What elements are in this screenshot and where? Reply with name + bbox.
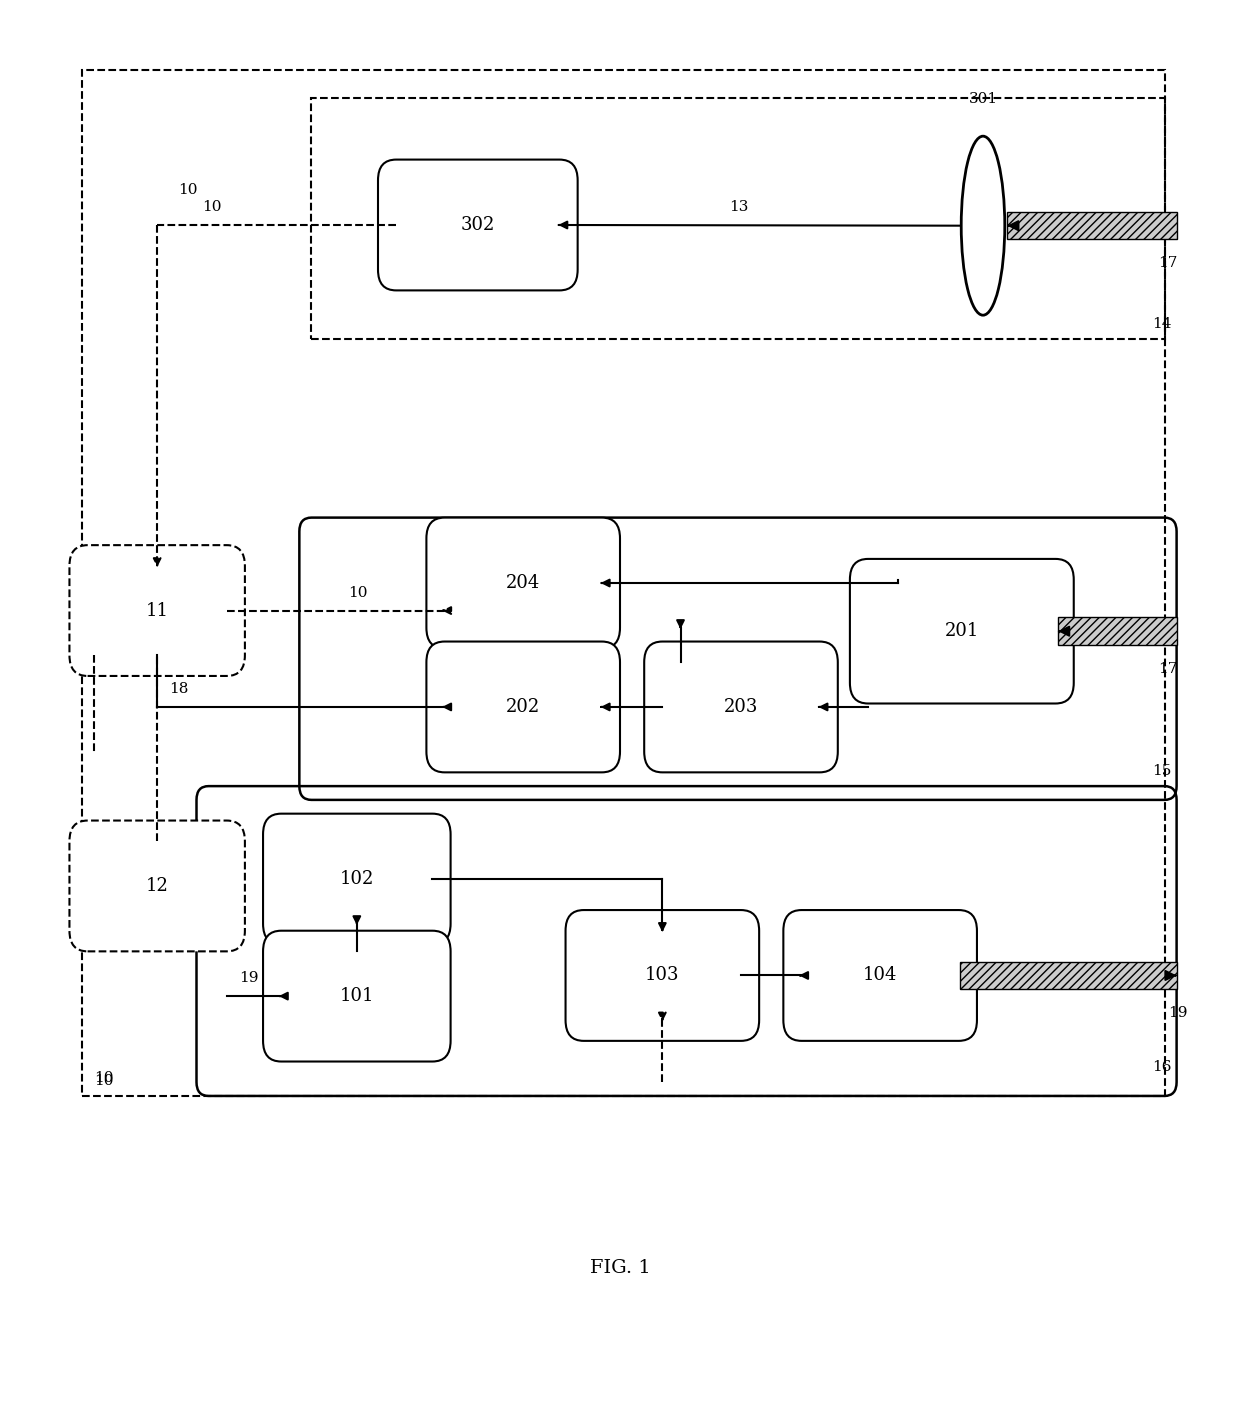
Text: 104: 104	[863, 967, 898, 985]
Text: 103: 103	[645, 967, 680, 985]
Polygon shape	[1058, 618, 1177, 644]
Text: 19: 19	[239, 971, 258, 985]
Bar	[82, 70, 1164, 1096]
Text: 19: 19	[1168, 1006, 1188, 1020]
Text: 10: 10	[179, 183, 198, 197]
Text: 201: 201	[945, 622, 980, 640]
Text: 14: 14	[1152, 317, 1172, 331]
Text: 17: 17	[1158, 256, 1178, 270]
FancyBboxPatch shape	[263, 813, 450, 944]
FancyBboxPatch shape	[565, 910, 759, 1041]
Text: 12: 12	[146, 877, 169, 895]
Text: 18: 18	[170, 682, 188, 696]
Text: 101: 101	[340, 988, 374, 1005]
Text: 17: 17	[1158, 661, 1178, 675]
FancyBboxPatch shape	[378, 159, 578, 290]
Text: 11: 11	[145, 602, 169, 619]
Text: 16: 16	[1152, 1059, 1172, 1074]
FancyBboxPatch shape	[849, 559, 1074, 704]
FancyBboxPatch shape	[69, 820, 246, 951]
FancyBboxPatch shape	[263, 930, 450, 1061]
Text: 202: 202	[506, 698, 541, 716]
Text: 10: 10	[347, 585, 367, 599]
FancyBboxPatch shape	[645, 642, 838, 772]
Polygon shape	[960, 962, 1177, 989]
Text: 301: 301	[968, 91, 997, 106]
Ellipse shape	[961, 136, 1004, 315]
FancyBboxPatch shape	[784, 910, 977, 1041]
Text: 302: 302	[460, 217, 495, 234]
Text: 10: 10	[202, 200, 222, 214]
Text: 204: 204	[506, 574, 541, 592]
Polygon shape	[1007, 212, 1177, 239]
Text: 13: 13	[729, 200, 748, 214]
Bar	[311, 97, 1164, 339]
Text: 15: 15	[1152, 764, 1172, 778]
Text: FIG. 1: FIG. 1	[590, 1259, 650, 1278]
Text: 10: 10	[94, 1071, 113, 1085]
Text: 203: 203	[724, 698, 758, 716]
FancyBboxPatch shape	[427, 518, 620, 649]
Text: 10: 10	[94, 1074, 113, 1088]
Text: 102: 102	[340, 870, 374, 888]
FancyBboxPatch shape	[427, 642, 620, 772]
FancyBboxPatch shape	[69, 545, 246, 675]
